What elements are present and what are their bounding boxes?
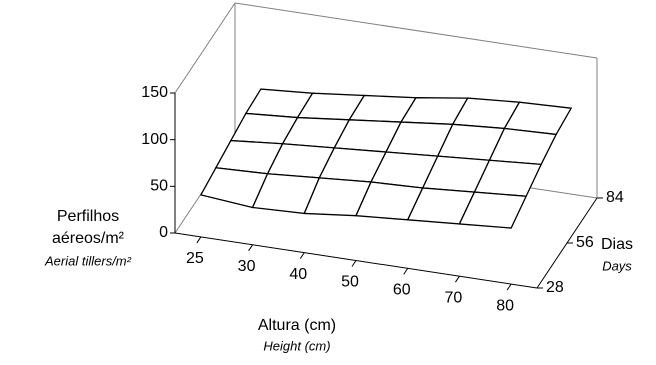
x-tick-label: 25: [186, 250, 204, 267]
x-tick: [403, 268, 409, 275]
x-tick-label: 40: [289, 266, 307, 283]
y-axis-title-en: Days: [602, 258, 632, 273]
x-tick: [455, 275, 460, 283]
x-tick: [248, 244, 253, 252]
x-axis-title-en: Height (cm): [263, 338, 330, 353]
z-axis-title: aéreos/m²: [52, 230, 125, 247]
y-axis-title: Dias: [601, 236, 633, 253]
z-tick-label: 100: [141, 131, 168, 148]
x-tick-label: 60: [393, 282, 411, 299]
x-tick-label: 70: [445, 289, 463, 306]
x-tick: [351, 260, 357, 267]
z-axis-title: Perfilhos: [57, 208, 119, 225]
z-tick-label: 0: [159, 224, 168, 241]
y-tick-label: 56: [576, 234, 594, 251]
y-tick-label: 84: [606, 189, 624, 206]
x-tick-label: 50: [341, 274, 359, 291]
x-tick: [299, 252, 305, 259]
wall-edge: [174, 2, 236, 94]
z-axis-title-en: Aerial tillers/m²: [44, 253, 132, 268]
x-tick: [196, 236, 202, 244]
y-tick-label: 28: [546, 279, 564, 296]
surface-cell: [458, 191, 528, 229]
x-axis-title: Altura (cm): [258, 317, 336, 334]
z-tick-label: 150: [141, 84, 168, 101]
x-tick: [506, 283, 512, 291]
wall-edge: [234, 2, 598, 59]
z-tick-label: 50: [150, 178, 168, 195]
x-tick-label: 30: [238, 258, 256, 275]
x-tick-label: 80: [496, 297, 514, 314]
